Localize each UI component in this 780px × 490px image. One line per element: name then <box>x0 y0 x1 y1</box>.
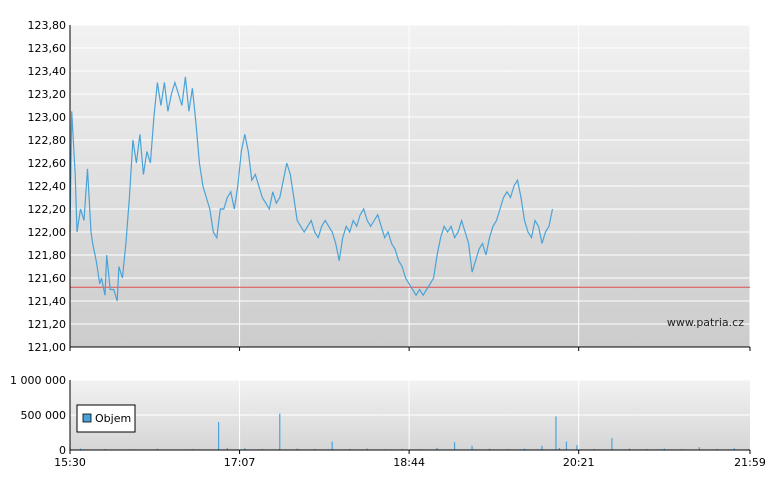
x-tick-label: 20:21 <box>563 456 595 469</box>
price-y-tick-label: 121,40 <box>28 295 67 308</box>
x-tick-label: 21:59 <box>734 456 766 469</box>
price-y-tick-label: 123,40 <box>28 65 67 78</box>
watermark-text: www.patria.cz <box>667 316 744 329</box>
price-y-tick-label: 122,00 <box>28 226 67 239</box>
price-y-tick-label: 122,80 <box>28 134 67 147</box>
price-y-tick-label: 121,80 <box>28 249 67 262</box>
price-x-tick-marks <box>69 347 751 351</box>
volume-y-tick-labels: 0 500 000 1 000 000 <box>10 374 66 457</box>
price-y-tick-label: 123,20 <box>28 88 67 101</box>
price-y-tick-label: 122,40 <box>28 180 67 193</box>
legend-swatch <box>82 413 92 423</box>
price-y-tick-label: 123,80 <box>28 19 67 32</box>
x-tick-label: 17:07 <box>224 456 256 469</box>
volume-y-tick-label: 500 000 <box>21 409 67 422</box>
price-series-line <box>69 76 554 302</box>
price-y-tick-label: 122,60 <box>28 157 67 170</box>
x-tick-label: 15:30 <box>54 456 86 469</box>
volume-y-tick-label: 1 000 000 <box>10 374 66 387</box>
volume-y-tick-label: 0 <box>59 444 66 457</box>
price-grid <box>70 24 751 348</box>
legend-label: Objem <box>95 412 131 425</box>
price-y-tick-label: 121,00 <box>28 341 67 354</box>
price-y-tick-label: 123,60 <box>28 42 67 55</box>
volume-x-tick-marks <box>69 450 751 454</box>
price-y-tick-label: 123,00 <box>28 111 67 124</box>
x-tick-labels: 15:30 17:07 18:44 20:21 21:59 <box>54 456 766 469</box>
price-y-tick-labels: 121,00 121,20 121,40 121,60 121,80 122,00 122,… <box>28 19 67 354</box>
price-y-tick-label: 121,60 <box>28 272 67 285</box>
x-tick-label: 18:44 <box>393 456 425 469</box>
volume-legend: Objem <box>76 404 136 433</box>
volume-panel: 0 500 000 1 000 000 Objem <box>10 374 751 457</box>
price-y-tick-label: 122,20 <box>28 203 67 216</box>
price-panel: 121,00 121,20 121,40 121,60 121,80 122,00 122,… <box>28 19 751 354</box>
price-y-tick-label: 121,20 <box>28 318 67 331</box>
